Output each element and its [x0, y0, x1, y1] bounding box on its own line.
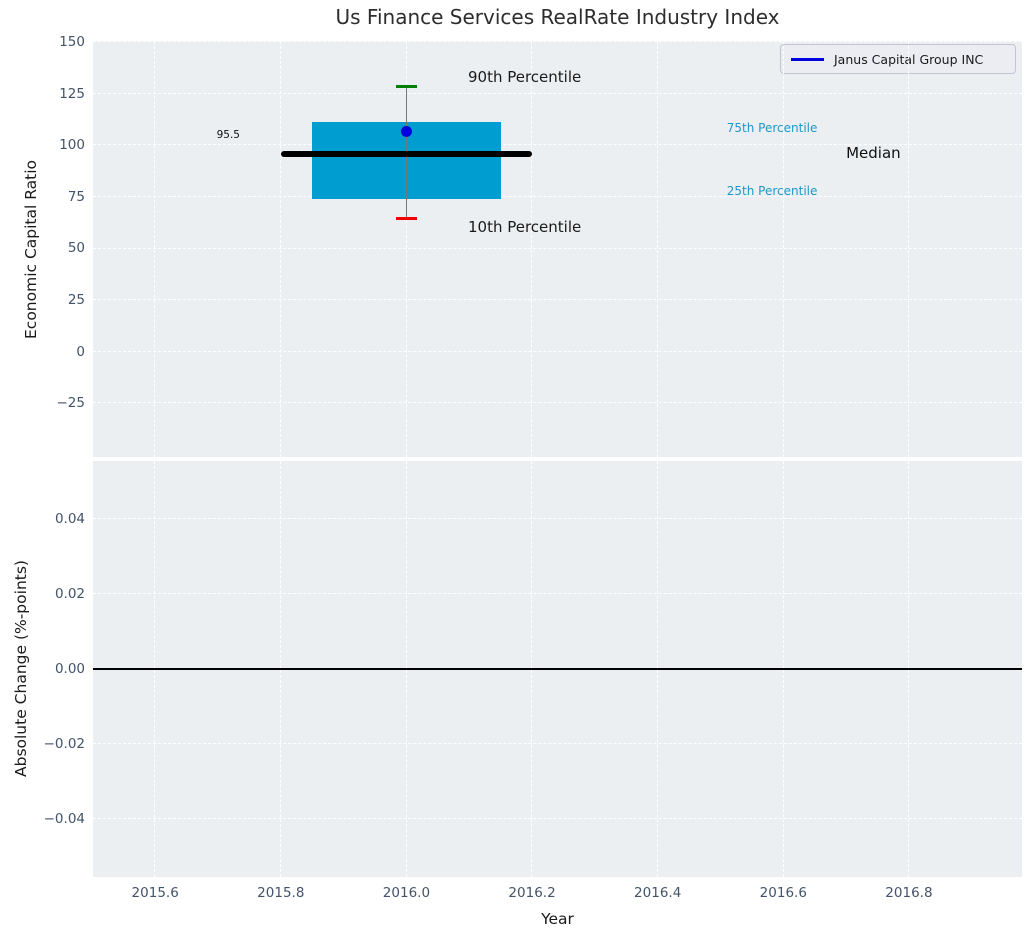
annotation: 95.5: [216, 128, 240, 141]
cap-10th-percentile: [395, 216, 418, 221]
legend: Janus Capital Group INC: [780, 44, 1016, 74]
gridline-horizontal: [93, 402, 1022, 404]
annotation: 75th Percentile: [726, 121, 818, 136]
gridline-horizontal: [93, 299, 1022, 301]
y-tick-label: −0.04: [43, 810, 85, 827]
top-plot-area: [93, 41, 1022, 457]
gridline-horizontal: [93, 247, 1022, 249]
gridline-vertical: [531, 41, 533, 457]
cap-90th-percentile: [395, 84, 418, 89]
gridline-vertical: [154, 41, 156, 457]
gridline-horizontal: [93, 92, 1022, 94]
gridline-horizontal: [93, 743, 1022, 745]
y-tick-label: 0.04: [54, 511, 85, 528]
gridline-horizontal: [93, 144, 1022, 146]
annotation: 25th Percentile: [726, 183, 818, 198]
y-tick-label: 150: [59, 34, 85, 51]
y-tick-label: 25: [67, 291, 85, 308]
gridline-horizontal: [93, 350, 1022, 352]
y-tick-label: 0.00: [54, 661, 85, 677]
y-tick-label: 0: [76, 343, 85, 360]
company-marker: [400, 126, 412, 138]
x-tick-label: 2016.8: [885, 885, 933, 901]
annotation: 90th Percentile: [467, 68, 582, 87]
gridline-vertical: [908, 41, 910, 457]
y-tick-label: 100: [59, 137, 85, 154]
x-tick-label: 2016.6: [759, 885, 807, 901]
x-tick-label: 2016.2: [508, 885, 556, 901]
x-tick-label: 2016.0: [382, 885, 431, 901]
gridline-vertical: [782, 41, 784, 457]
annotation: 10th Percentile: [467, 217, 582, 236]
gridline-horizontal: [93, 593, 1022, 595]
gridline-vertical: [656, 41, 658, 457]
legend-line-icon: [791, 57, 824, 61]
x-tick-label: 2015.6: [131, 885, 179, 901]
x-tick-label: 2016.4: [634, 885, 682, 901]
gridline-horizontal: [93, 41, 1022, 43]
chart-title: Us Finance Services RealRate Industry In…: [335, 5, 780, 29]
annotation: Median: [846, 143, 901, 162]
zero-line: [93, 668, 1022, 670]
x-axis-label: Year: [541, 910, 574, 928]
gridline-horizontal: [93, 196, 1022, 198]
gridline-vertical: [280, 41, 282, 457]
gridline-horizontal: [93, 818, 1022, 820]
y-tick-label: 50: [67, 240, 85, 257]
y-tick-label: 125: [59, 85, 85, 102]
x-tick-label: 2015.8: [257, 885, 305, 901]
gridline-horizontal: [93, 518, 1022, 520]
y-tick-label: −25: [56, 395, 86, 412]
gridline-vertical: [405, 41, 407, 457]
y-tick-label: 75: [67, 188, 85, 205]
median-line: [280, 151, 533, 158]
y-tick-label: −0.02: [43, 735, 85, 752]
y-tick-label: 0.02: [54, 586, 85, 603]
